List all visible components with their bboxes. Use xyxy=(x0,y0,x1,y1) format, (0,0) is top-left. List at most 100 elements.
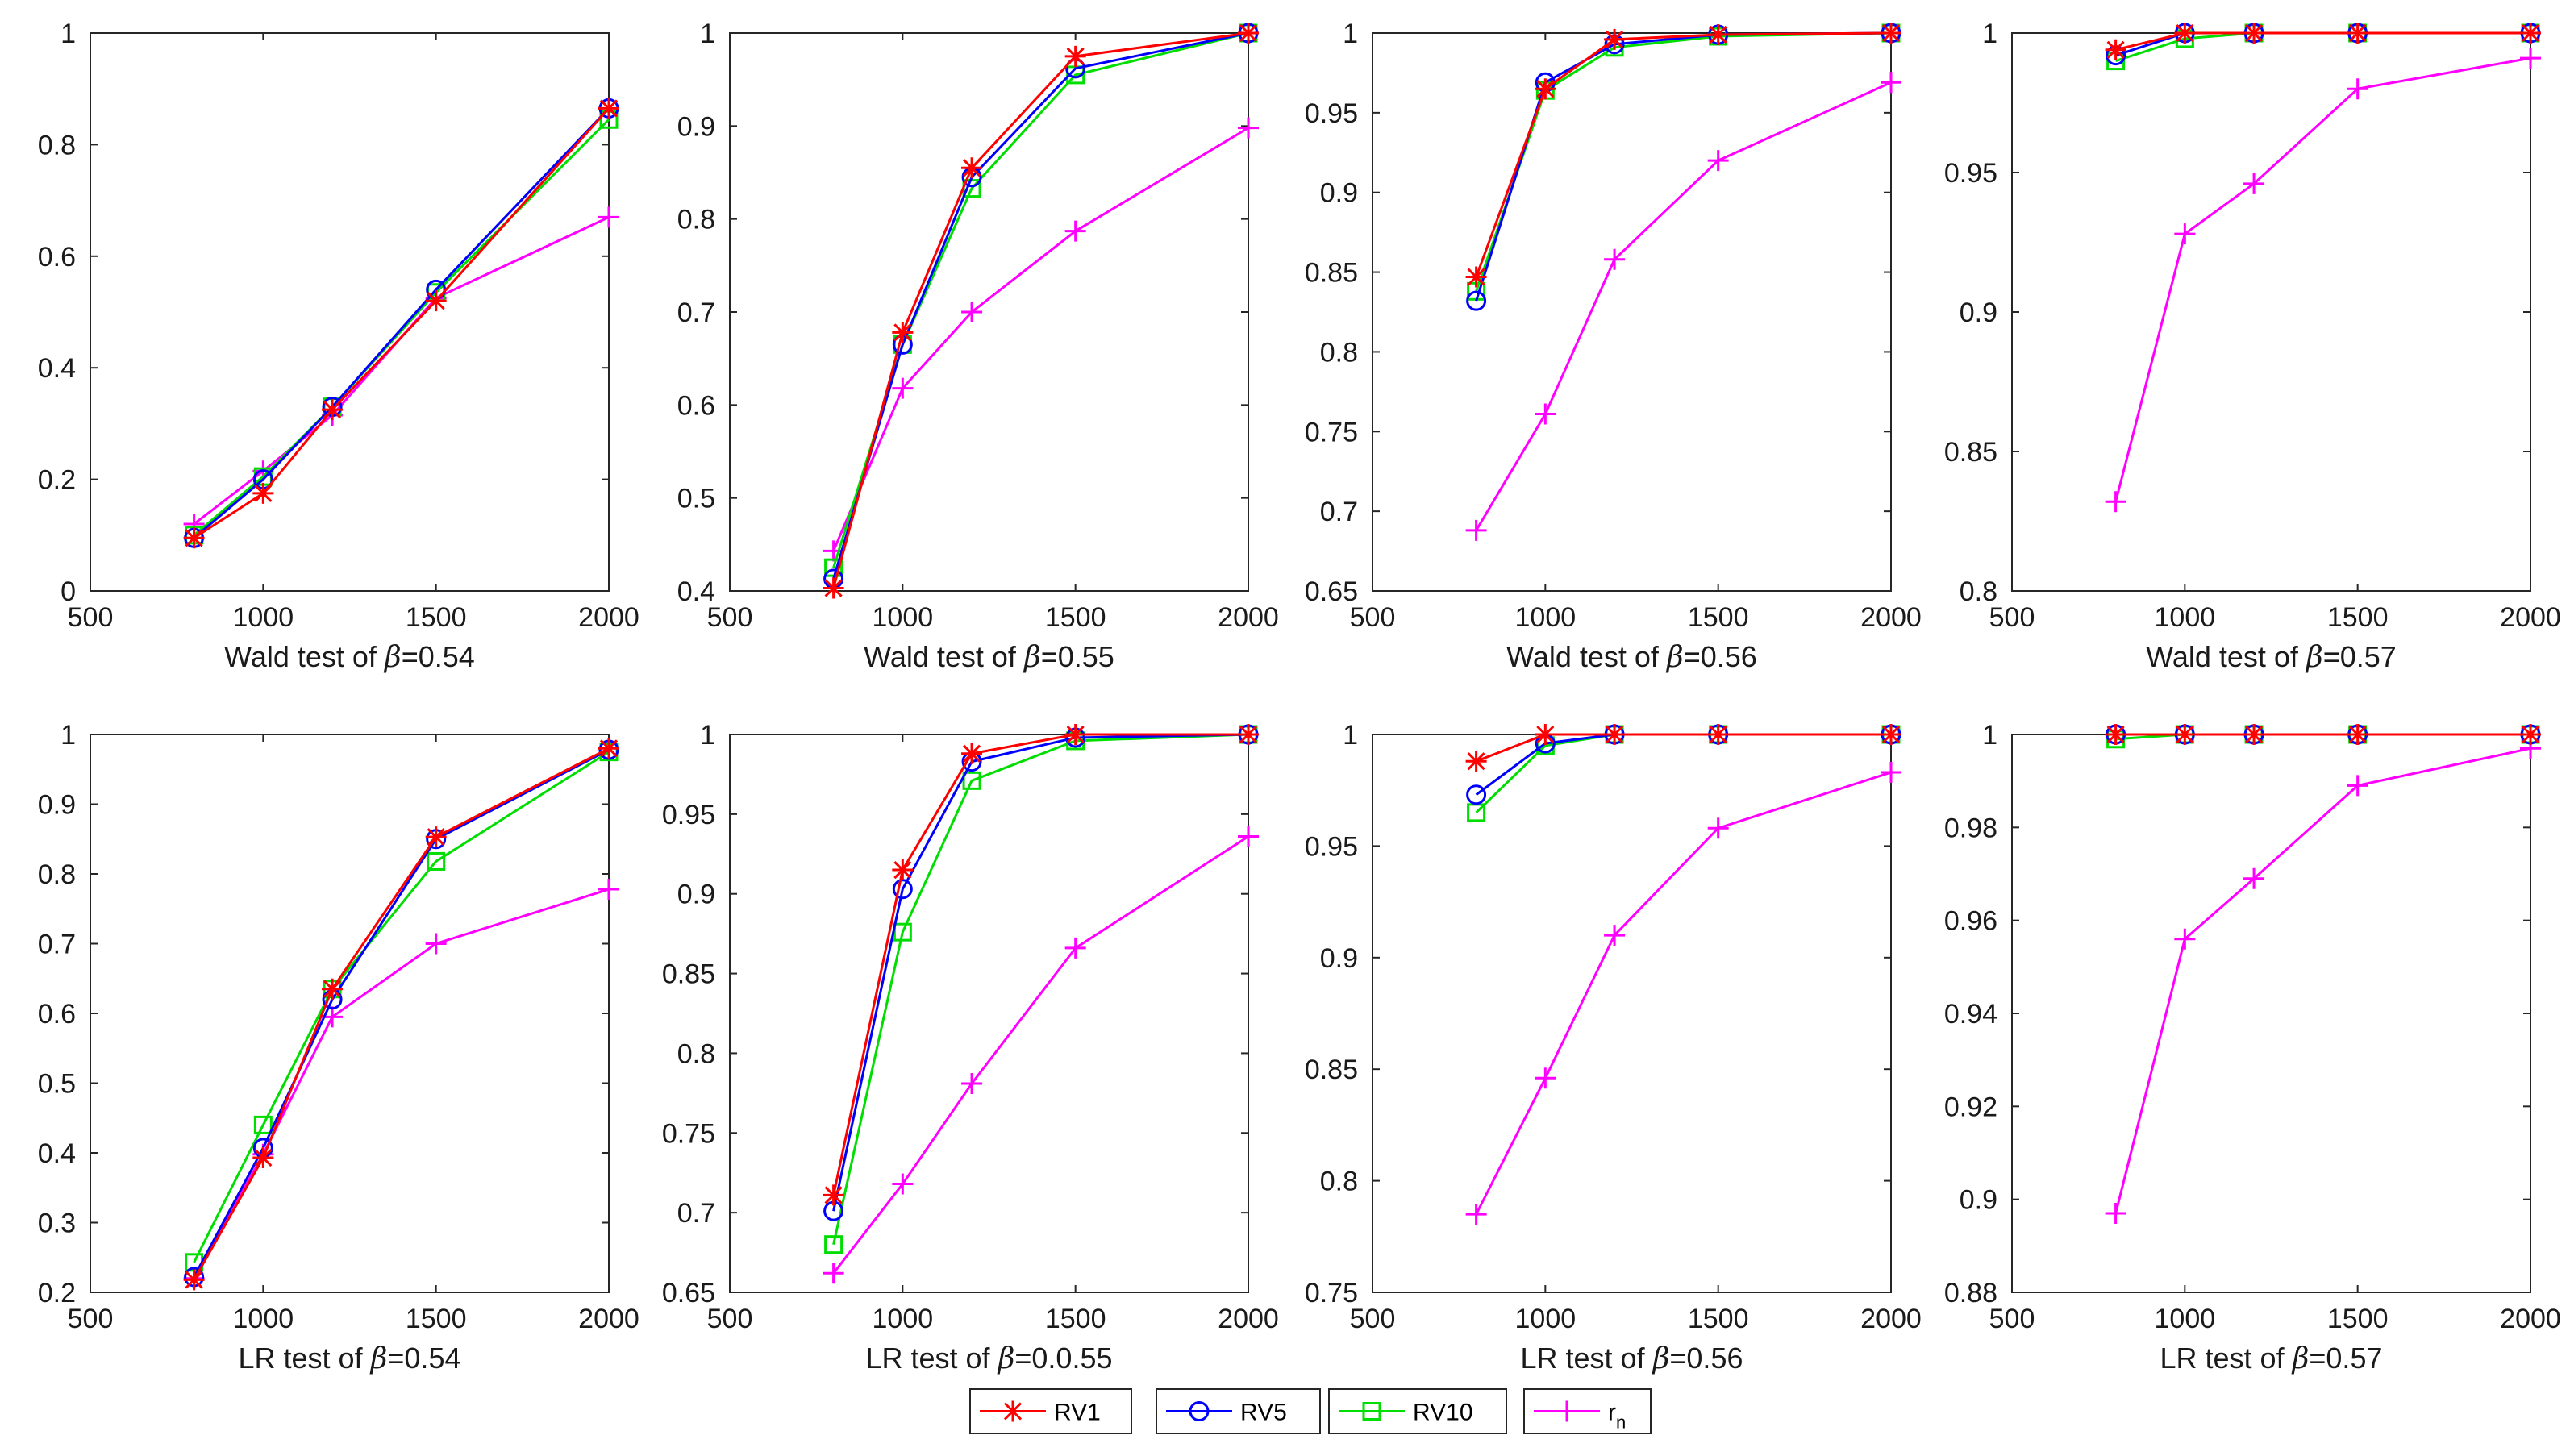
series-rn xyxy=(823,826,1259,1284)
y-tick-label: 0.65 xyxy=(662,1278,715,1308)
y-tick-label: 1 xyxy=(60,19,76,49)
y-tick-label: 0.9 xyxy=(1320,943,1358,974)
data-point-rn xyxy=(598,879,619,901)
x-axis-label-suffix: =0.55 xyxy=(1041,640,1114,673)
y-tick-label: 0.3 xyxy=(38,1208,76,1239)
x-axis-label: LR test of β=0.0.55 xyxy=(865,1342,1112,1375)
x-axis-label-prefix: Wald test of xyxy=(224,640,385,673)
x-axis-label-symbol: β xyxy=(2305,641,2323,674)
legend-label-main: RV1 xyxy=(1054,1400,1101,1426)
data-point-rn xyxy=(2347,78,2368,100)
x-tick-label: 500 xyxy=(68,602,114,633)
legend-marker xyxy=(1556,1400,1577,1422)
data-point-rn xyxy=(1535,1067,1556,1089)
data-point-RV10 xyxy=(253,1115,273,1134)
data-point-RV1 xyxy=(1535,724,1556,745)
data-point-RV1 xyxy=(961,743,983,764)
series-RV1 xyxy=(1465,724,1901,772)
legend-label-main: r xyxy=(1608,1400,1616,1426)
data-point-rn xyxy=(2105,1202,2126,1224)
y-tick-label: 0.65 xyxy=(1305,576,1358,607)
data-point-rn xyxy=(1707,817,1729,839)
x-tick-label: 1000 xyxy=(873,1304,934,1334)
data-point-RV1 xyxy=(892,322,914,343)
y-tick-label: 0.9 xyxy=(677,880,715,910)
x-tick-label: 1500 xyxy=(1045,602,1106,633)
x-tick-label: 2000 xyxy=(578,602,639,633)
data-point-RV1 xyxy=(1881,23,1901,44)
plot-area xyxy=(90,32,610,592)
data-point-RV10 xyxy=(1066,65,1085,85)
y-tick-label: 0.85 xyxy=(1944,437,1997,468)
x-axis-label-suffix: =0.57 xyxy=(2309,1342,2382,1375)
plot-area xyxy=(1372,32,1892,592)
series-RV1 xyxy=(2105,724,2541,745)
series-RV1 xyxy=(823,724,1259,1206)
x-tick-label: 1500 xyxy=(406,1304,467,1334)
plot-area xyxy=(2011,32,2531,592)
y-tick-label: 0.2 xyxy=(38,465,76,496)
data-point-rn xyxy=(425,933,447,955)
panel-wald-0.55: 500 1000 1500 2000 0.4 0.5 0.6 0.7 0.8 0.9 1 Wald t… xyxy=(677,19,1279,674)
y-tick-label: 1 xyxy=(1343,19,1358,49)
y-tick-label: 0.7 xyxy=(1320,497,1358,527)
y-tick-label: 0.9 xyxy=(677,111,715,142)
x-tick-label: 2000 xyxy=(1860,602,1922,633)
data-point-rn xyxy=(961,1072,983,1094)
y-tick-label: 0.85 xyxy=(1305,258,1358,289)
y-tick-label: 0.98 xyxy=(1944,813,1997,843)
y-tick-label: 0.7 xyxy=(677,1198,715,1229)
plot-area xyxy=(2011,734,2531,1293)
data-point-rn xyxy=(2520,48,2541,69)
x-tick-label: 1500 xyxy=(2327,602,2389,633)
legend-item-RV5: RV5 xyxy=(1156,1388,1321,1434)
data-point-RV5 xyxy=(1466,784,1487,805)
series-rn xyxy=(1465,72,1901,541)
x-tick-label: 2000 xyxy=(1218,602,1279,633)
data-point-RV1 xyxy=(1881,724,1901,745)
x-tick-label: 500 xyxy=(68,1304,114,1334)
y-tick-label: 0.88 xyxy=(1944,1278,1997,1308)
legend-label-subscript: n xyxy=(1616,1412,1626,1433)
data-point-rn xyxy=(1881,762,1901,784)
x-axis-label-prefix: Wald test of xyxy=(1506,640,1667,673)
panel-lr-0.54: 500 1000 1500 2000 0.2 0.3 0.4 0.5 0.6 0.7 0.8 0.9 1… xyxy=(38,720,639,1375)
y-tick-label: 0.6 xyxy=(38,242,76,272)
x-axis-label: Wald test of β=0.54 xyxy=(224,640,475,674)
data-point-RV1 xyxy=(2174,724,2196,745)
data-point-RV1 xyxy=(1238,724,1259,745)
series-rn xyxy=(1465,762,1901,1225)
y-tick-label: 0.85 xyxy=(662,959,715,990)
data-point-rn xyxy=(892,1173,914,1195)
plot-area xyxy=(729,32,1249,592)
x-axis-label-symbol: β xyxy=(997,1342,1015,1375)
data-point-RV1 xyxy=(252,482,274,504)
data-point-RV1 xyxy=(1064,45,1086,67)
data-point-rn xyxy=(2243,173,2265,194)
y-tick-label: 0.95 xyxy=(1305,98,1358,129)
y-tick-label: 0.6 xyxy=(38,999,76,1030)
y-tick-label: 0.8 xyxy=(1960,576,1997,607)
x-axis-label: LR test of β=0.57 xyxy=(2160,1342,2383,1375)
data-point-RV1 xyxy=(823,577,844,599)
series-RV1 xyxy=(1465,23,1901,288)
legend-marker xyxy=(1002,1400,1023,1422)
x-axis-label: LR test of β=0.54 xyxy=(239,1342,461,1375)
x-tick-label: 1500 xyxy=(2327,1304,2389,1334)
x-axis-label-prefix: Wald test of xyxy=(864,640,1024,673)
data-point-rn xyxy=(598,206,619,228)
y-tick-label: 0.8 xyxy=(38,130,76,160)
x-tick-label: 2000 xyxy=(2500,602,2561,633)
data-point-RV1 xyxy=(2105,724,2126,745)
data-point-rn xyxy=(1604,925,1626,946)
data-point-RV1 xyxy=(183,1269,205,1291)
data-point-rn xyxy=(961,302,983,322)
x-axis-label: Wald test of β=0.55 xyxy=(864,640,1114,674)
data-point-RV1 xyxy=(1604,724,1626,745)
x-tick-label: 1000 xyxy=(1515,602,1577,633)
data-point-rn xyxy=(1604,248,1626,270)
data-point-RV1 xyxy=(2174,23,2196,44)
data-point-RV1 xyxy=(2520,724,2541,745)
data-point-rn xyxy=(2243,867,2265,889)
data-point-RV1 xyxy=(1238,23,1259,44)
